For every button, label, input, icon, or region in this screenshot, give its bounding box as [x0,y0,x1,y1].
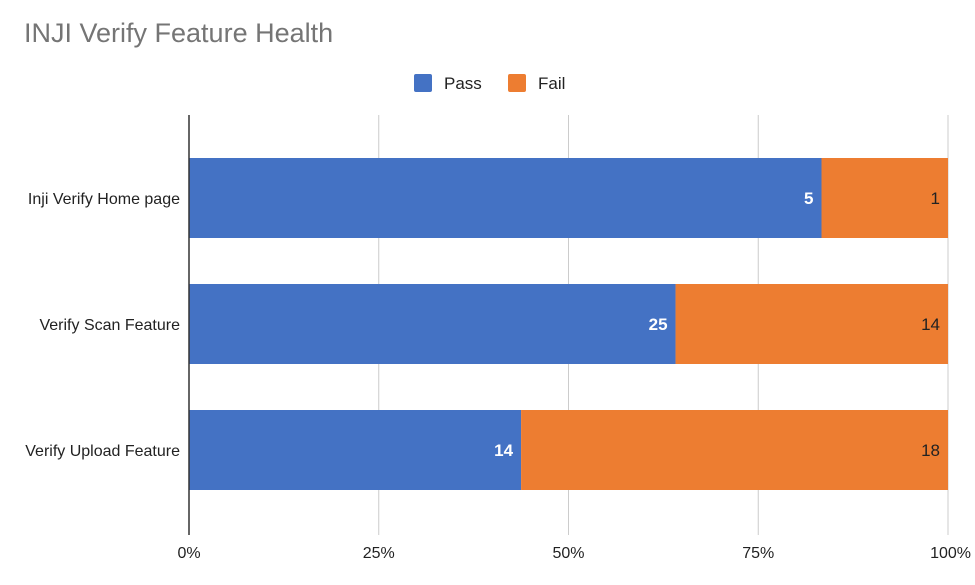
bars [189,158,948,490]
data-label-pass: 5 [804,189,813,208]
bar-pass-2 [189,410,522,490]
data-label-fail: 14 [921,315,940,334]
category-label: Inji Verify Home page [28,191,180,208]
x-tick-label: 100% [930,545,971,562]
x-tick-label: 50% [552,545,584,562]
x-tick-label: 0% [177,545,200,562]
data-label-fail: 1 [931,189,940,208]
chart-title: INJI Verify Feature Health [24,18,334,48]
legend-swatch-fail [508,74,526,92]
legend: Pass Fail [414,74,565,93]
x-tick-label: 25% [363,545,395,562]
bar-fail-0 [821,158,948,238]
legend-label-fail: Fail [538,74,565,93]
category-label: Verify Upload Feature [25,443,180,460]
bar-pass-0 [189,158,822,238]
x-axis-ticks: 0% 25% 50% 75% 100% [177,545,971,562]
bar-pass-1 [189,284,676,364]
data-label-pass: 14 [494,441,513,460]
data-labels: 5 1 25 14 14 18 [494,189,940,460]
data-label-pass: 25 [649,315,668,334]
x-tick-label: 75% [742,545,774,562]
data-label-fail: 18 [921,441,940,460]
bar-fail-1 [675,284,948,364]
category-labels: Inji Verify Home page Verify Scan Feature… [25,191,180,460]
category-label: Verify Scan Feature [39,317,180,334]
bar-fail-2 [521,410,948,490]
legend-swatch-pass [414,74,432,92]
legend-label-pass: Pass [444,74,482,93]
